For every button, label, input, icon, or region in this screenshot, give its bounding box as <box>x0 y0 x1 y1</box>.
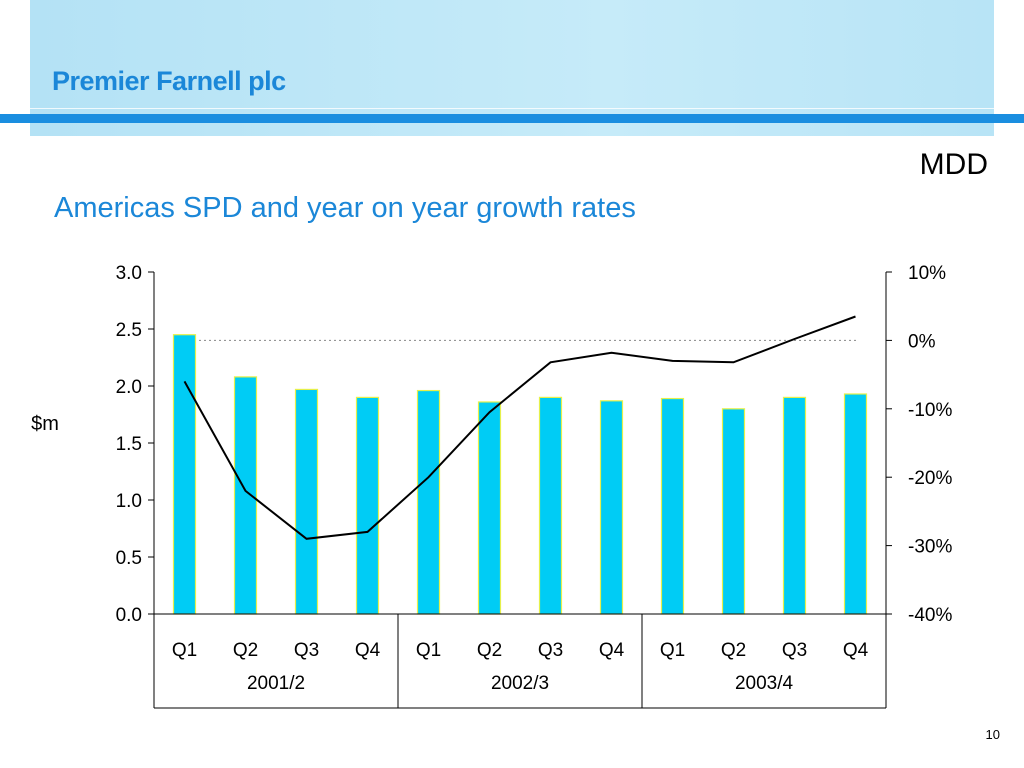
left-tick-label-0: 0.0 <box>116 605 142 626</box>
category-label-6: Q2 <box>477 640 502 661</box>
header-band <box>30 0 994 136</box>
category-label-4: Q4 <box>355 640 381 661</box>
group-label-2: 2002/3 <box>491 673 549 694</box>
y-axis-label: $m <box>31 413 59 435</box>
category-label-1: Q1 <box>172 640 197 661</box>
header-thin-line <box>30 108 994 109</box>
right-tick-label-5: 10% <box>908 263 946 284</box>
left-tick-label-4: 2.0 <box>116 377 142 398</box>
bar-2 <box>233 376 258 615</box>
group-label-3: 2003/4 <box>735 673 794 694</box>
page-number: 10 <box>985 727 1000 742</box>
right-tick-label-0: -40% <box>908 605 952 626</box>
category-label-9: Q1 <box>660 640 685 661</box>
bar-7 <box>538 396 563 615</box>
category-label-10: Q2 <box>721 640 746 661</box>
company-logo-text: Premier Farnell plc <box>52 66 286 96</box>
bar-5 <box>416 389 441 615</box>
slide-title: Americas SPD and year on year growth rat… <box>54 192 636 224</box>
bar-12 <box>843 393 868 615</box>
category-label-12: Q4 <box>843 640 869 661</box>
category-label-11: Q3 <box>782 640 807 661</box>
header-rule <box>0 114 1024 123</box>
category-label-3: Q3 <box>294 640 319 661</box>
category-label-7: Q3 <box>538 640 563 661</box>
bar-4 <box>355 396 380 615</box>
group-label-1: 2001/2 <box>247 673 305 694</box>
left-tick-label-1: 0.5 <box>116 548 142 569</box>
bar-3 <box>294 388 319 615</box>
left-tick-label-6: 3.0 <box>116 263 142 284</box>
bar-11 <box>782 396 807 615</box>
right-tick-label-4: 0% <box>908 331 936 352</box>
bar-10 <box>721 408 746 615</box>
left-tick-label-2: 1.0 <box>116 491 142 512</box>
slide-tag: MDD <box>919 148 988 181</box>
right-tick-label-1: -30% <box>908 537 952 558</box>
growth-rate-line <box>183 315 856 540</box>
category-label-8: Q4 <box>599 640 625 661</box>
category-label-2: Q2 <box>233 640 258 661</box>
right-tick-label-3: -10% <box>908 400 952 421</box>
left-tick-label-5: 2.5 <box>116 320 142 341</box>
bar-6 <box>477 401 502 615</box>
right-tick-label-2: -20% <box>908 468 952 489</box>
category-label-5: Q1 <box>416 640 441 661</box>
bar-1 <box>172 334 197 615</box>
bar-8 <box>599 400 624 615</box>
bar-9 <box>660 397 685 615</box>
left-tick-label-3: 1.5 <box>116 434 142 455</box>
